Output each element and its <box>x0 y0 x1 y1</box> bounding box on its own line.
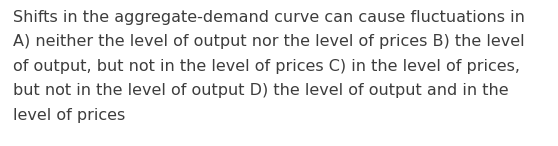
Text: Shifts in the aggregate-demand curve can cause fluctuations in: Shifts in the aggregate-demand curve can… <box>13 10 525 25</box>
Text: level of prices: level of prices <box>13 108 125 123</box>
Text: but not in the level of output D) the level of output and in the: but not in the level of output D) the le… <box>13 84 509 99</box>
Text: of output, but not in the level of prices C) in the level of prices,: of output, but not in the level of price… <box>13 59 520 74</box>
Text: A) neither the level of output nor the level of prices B) the level: A) neither the level of output nor the l… <box>13 34 525 49</box>
